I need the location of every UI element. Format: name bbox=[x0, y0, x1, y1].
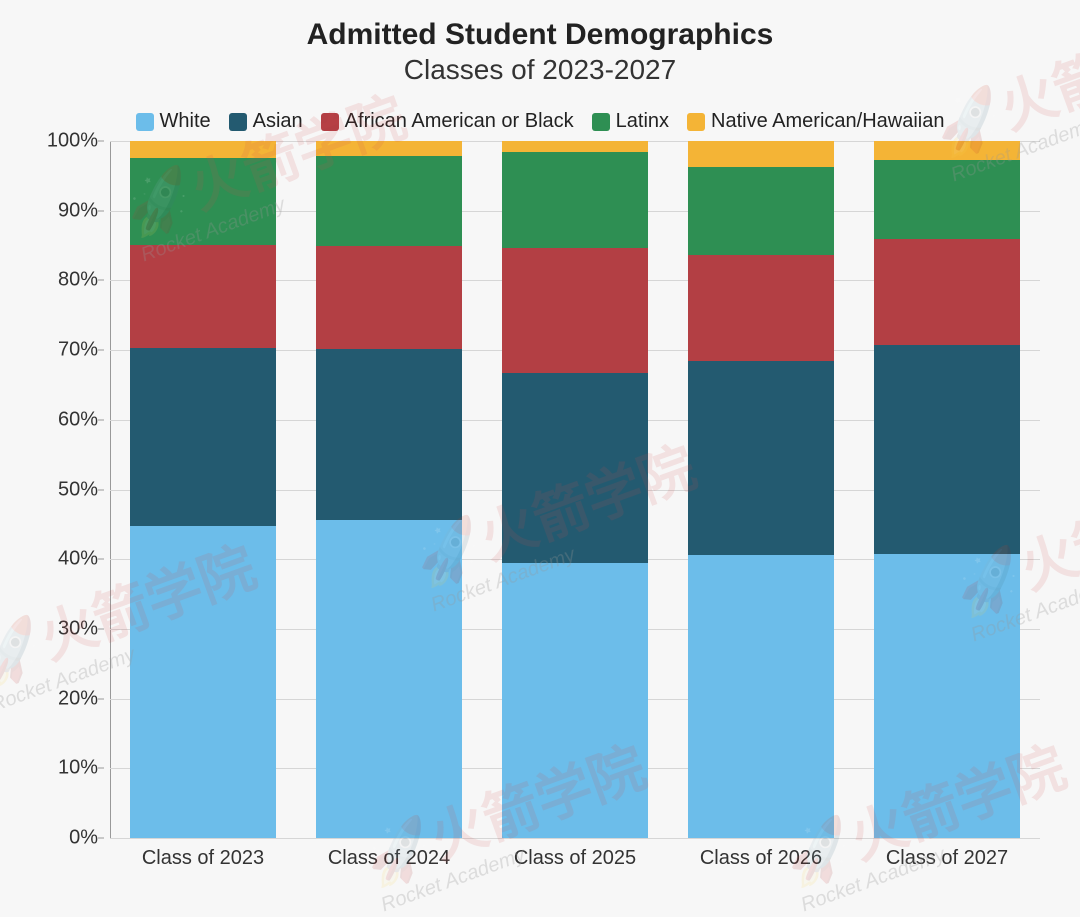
chart-container: Admitted Student Demographics Classes of… bbox=[0, 0, 1080, 908]
bar-segment-latinx bbox=[316, 156, 462, 247]
bar-stack bbox=[316, 141, 462, 838]
y-tick-label: 20% bbox=[58, 687, 98, 710]
bar-segment-black bbox=[874, 239, 1020, 346]
bar-segment-latinx bbox=[130, 158, 276, 244]
bar-segment-white bbox=[874, 554, 1020, 838]
bar-segment-white bbox=[130, 526, 276, 838]
y-tick-label: 40% bbox=[58, 548, 98, 571]
y-tick-mark bbox=[98, 698, 104, 699]
y-tick-mark bbox=[98, 419, 104, 420]
y-tick-mark bbox=[98, 141, 104, 142]
legend-label-native: Native American/Hawaiian bbox=[711, 110, 944, 133]
legend-item-black: African American or Black bbox=[321, 110, 574, 133]
bar-segment-latinx bbox=[688, 167, 834, 255]
title-block: Admitted Student Demographics Classes of… bbox=[30, 18, 1050, 86]
x-axis-label: Class of 2026 bbox=[688, 838, 834, 878]
legend-item-native: Native American/Hawaiian bbox=[687, 110, 944, 133]
bar-segment-asian bbox=[502, 373, 648, 563]
bar-segment-black bbox=[316, 246, 462, 348]
bar-stack bbox=[502, 141, 648, 838]
legend-swatch-asian bbox=[229, 113, 247, 131]
y-tick-mark bbox=[98, 489, 104, 490]
y-tick-label: 80% bbox=[58, 269, 98, 292]
bar-segment-white bbox=[316, 520, 462, 838]
bar-column bbox=[316, 141, 462, 838]
y-tick-mark bbox=[98, 210, 104, 211]
bar-column bbox=[130, 141, 276, 838]
legend-swatch-white bbox=[136, 113, 154, 131]
y-tick-mark bbox=[98, 559, 104, 560]
bar-segment-black bbox=[502, 248, 648, 373]
y-tick-mark bbox=[98, 768, 104, 769]
legend-item-asian: Asian bbox=[229, 110, 303, 133]
bar-stack bbox=[130, 141, 276, 838]
bar-column bbox=[874, 141, 1020, 838]
plot-area: 0%10%20%30%40%50%60%70%80%90%100% Class … bbox=[30, 141, 1050, 878]
y-tick-label: 30% bbox=[58, 617, 98, 640]
y-axis: 0%10%20%30%40%50%60%70%80%90%100% bbox=[30, 141, 110, 838]
bar-segment-white bbox=[688, 555, 834, 838]
y-tick-mark bbox=[98, 280, 104, 281]
bar-segment-black bbox=[130, 245, 276, 348]
bar-stack bbox=[874, 141, 1020, 838]
x-axis-labels: Class of 2023 Class of 2024 Class of 2025 C… bbox=[110, 838, 1040, 878]
bar-segment-latinx bbox=[502, 152, 648, 247]
bar-segment-native bbox=[874, 141, 1020, 160]
x-axis-label: Class of 2027 bbox=[874, 838, 1020, 878]
legend-swatch-latinx bbox=[592, 113, 610, 131]
bar-segment-black bbox=[688, 255, 834, 361]
y-tick-label: 0% bbox=[69, 827, 98, 850]
legend-swatch-black bbox=[321, 113, 339, 131]
y-tick-label: 50% bbox=[58, 478, 98, 501]
bar-stack bbox=[688, 141, 834, 838]
bar-segment-native bbox=[688, 141, 834, 167]
chart-subtitle: Classes of 2023-2027 bbox=[30, 54, 1050, 86]
y-tick-mark bbox=[98, 838, 104, 839]
bar-segment-native bbox=[316, 141, 462, 156]
bar-segment-latinx bbox=[874, 160, 1020, 239]
bar-segment-white bbox=[502, 563, 648, 838]
y-tick-label: 60% bbox=[58, 408, 98, 431]
legend-item-latinx: Latinx bbox=[592, 110, 669, 133]
y-tick-mark bbox=[98, 628, 104, 629]
x-axis-label: Class of 2023 bbox=[130, 838, 276, 878]
bar-segment-asian bbox=[130, 348, 276, 526]
bar-segment-asian bbox=[688, 361, 834, 555]
legend-label-asian: Asian bbox=[253, 110, 303, 133]
x-axis-label: Class of 2024 bbox=[316, 838, 462, 878]
bar-segment-native bbox=[502, 141, 648, 152]
y-tick-mark bbox=[98, 350, 104, 351]
legend-label-black: African American or Black bbox=[345, 110, 574, 133]
x-axis-label: Class of 2025 bbox=[502, 838, 648, 878]
bar-segment-asian bbox=[874, 345, 1020, 553]
y-tick-label: 70% bbox=[58, 339, 98, 362]
bar-column bbox=[688, 141, 834, 838]
legend-label-white: White bbox=[160, 110, 211, 133]
y-tick-label: 10% bbox=[58, 757, 98, 780]
y-tick-label: 90% bbox=[58, 199, 98, 222]
legend-item-white: White bbox=[136, 110, 211, 133]
bars-area bbox=[110, 141, 1040, 838]
legend-label-latinx: Latinx bbox=[616, 110, 669, 133]
legend-swatch-native bbox=[687, 113, 705, 131]
bar-segment-native bbox=[130, 141, 276, 158]
bar-column bbox=[502, 141, 648, 838]
legend: White Asian African American or Black Latin… bbox=[30, 110, 1050, 133]
bar-segment-asian bbox=[316, 349, 462, 520]
chart-title: Admitted Student Demographics bbox=[30, 18, 1050, 52]
y-tick-label: 100% bbox=[47, 130, 98, 153]
